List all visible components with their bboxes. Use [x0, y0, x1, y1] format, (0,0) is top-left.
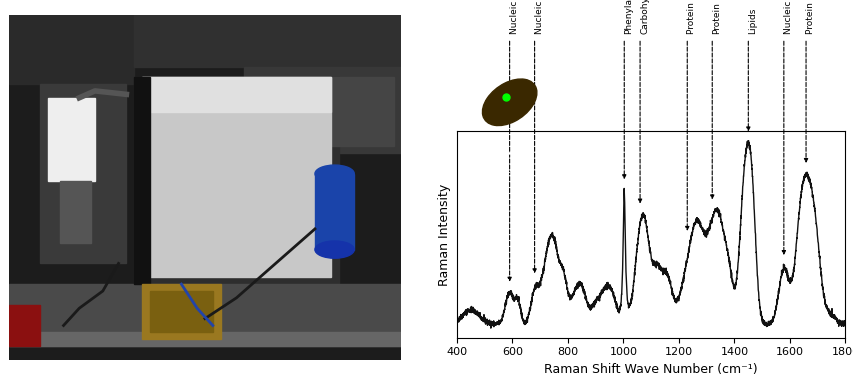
Text: Protein (Amid III): Protein (Amid III) [687, 0, 695, 34]
Bar [315, 174, 354, 250]
Text: Nucleic acids: Nucleic acids [509, 0, 518, 34]
Bar [40, 84, 126, 263]
Bar [252, 77, 393, 146]
Text: _1 μM: _1 μM [505, 164, 529, 173]
Bar [150, 291, 212, 332]
Bar [60, 181, 91, 243]
Bar [244, 67, 401, 153]
Text: Phenylalanine: Phenylalanine [624, 0, 633, 34]
Bar [9, 284, 401, 346]
Ellipse shape [315, 165, 354, 182]
Bar [9, 305, 40, 346]
Text: Nucleic acids: Nucleic acids [783, 0, 792, 34]
Text: Protein (Amid I): Protein (Amid I) [805, 0, 814, 34]
Bar [142, 284, 220, 339]
Bar [134, 77, 338, 284]
Text: Lipids: Lipids [747, 8, 757, 34]
Bar [134, 15, 401, 67]
Bar [142, 77, 330, 112]
Text: Protein: Protein [711, 3, 721, 34]
Y-axis label: Raman Intensity: Raman Intensity [438, 183, 450, 285]
Bar [134, 77, 150, 284]
Bar [9, 332, 401, 346]
Text: Nucleic acids: Nucleic acids [534, 0, 543, 34]
Bar [48, 98, 95, 181]
Bar [9, 15, 134, 84]
Ellipse shape [482, 79, 537, 126]
Text: Carbohydrate: Carbohydrate [640, 0, 648, 34]
Bar [142, 77, 330, 277]
Ellipse shape [315, 241, 354, 258]
X-axis label: Raman Shift Wave Number (cm⁻¹): Raman Shift Wave Number (cm⁻¹) [543, 363, 757, 375]
